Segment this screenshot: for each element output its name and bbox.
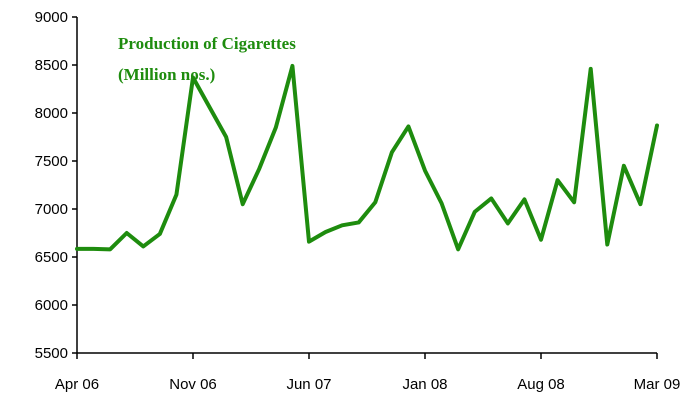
y-tick-label: 5500: [35, 345, 68, 362]
y-tick-label: 9000: [35, 9, 68, 26]
y-tick-label: 6000: [35, 297, 68, 314]
chart-title: Production of Cigarettes (Million nos.): [118, 34, 300, 84]
data-point: [406, 124, 410, 128]
y-axis-ticks: 5500 6000 6500 7000 7500 8000 8500 9000: [35, 9, 77, 362]
data-point: [556, 178, 560, 182]
data-point: [572, 200, 576, 204]
series-line: [75, 63, 659, 252]
y-tick-label: 7500: [35, 153, 68, 170]
data-point: [539, 238, 543, 242]
data-point: [622, 164, 626, 168]
y-tick-label: 8000: [35, 105, 68, 122]
data-point: [506, 221, 510, 225]
data-point: [290, 64, 294, 68]
data-point: [655, 123, 659, 127]
data-point: [257, 167, 261, 171]
x-tick-label: Mar 09: [634, 376, 681, 393]
data-point: [390, 150, 394, 154]
data-point: [92, 247, 96, 251]
data-point: [357, 220, 361, 224]
data-point: [638, 202, 642, 206]
data-point: [224, 135, 228, 139]
x-axis-ticks: Apr 06 Nov 06 Jun 07 Jan 08 Aug 08 Mar 09: [55, 353, 680, 393]
y-tick-label: 8500: [35, 57, 68, 74]
data-point: [456, 247, 460, 251]
data-point: [191, 75, 195, 79]
data-point: [589, 67, 593, 71]
data-point: [307, 240, 311, 244]
x-tick-label: Jan 08: [402, 376, 447, 393]
data-point: [158, 232, 162, 236]
data-point: [423, 169, 427, 173]
data-point: [75, 247, 79, 251]
data-point: [340, 223, 344, 227]
data-point: [489, 196, 493, 200]
data-point: [174, 193, 178, 197]
data-point: [373, 200, 377, 204]
data-point: [522, 197, 526, 201]
data-point: [141, 244, 145, 248]
data-point: [208, 105, 212, 109]
data-point: [241, 202, 245, 206]
x-tick-label: Aug 08: [517, 376, 565, 393]
data-point: [108, 247, 112, 251]
x-tick-label: Apr 06: [55, 376, 99, 393]
chart-title-line-1: Production of Cigarettes: [118, 34, 296, 53]
data-point: [605, 243, 609, 247]
x-tick-label: Nov 06: [169, 376, 217, 393]
x-tick-label: Jun 07: [286, 376, 331, 393]
y-tick-label: 7000: [35, 201, 68, 218]
data-points: [75, 64, 659, 251]
data-point: [125, 231, 129, 235]
chart-title-line-2: (Million nos.): [118, 65, 215, 84]
y-tick-label: 6500: [35, 249, 68, 266]
data-point: [324, 230, 328, 234]
data-point: [440, 201, 444, 205]
data-point: [473, 210, 477, 214]
data-point: [274, 125, 278, 129]
